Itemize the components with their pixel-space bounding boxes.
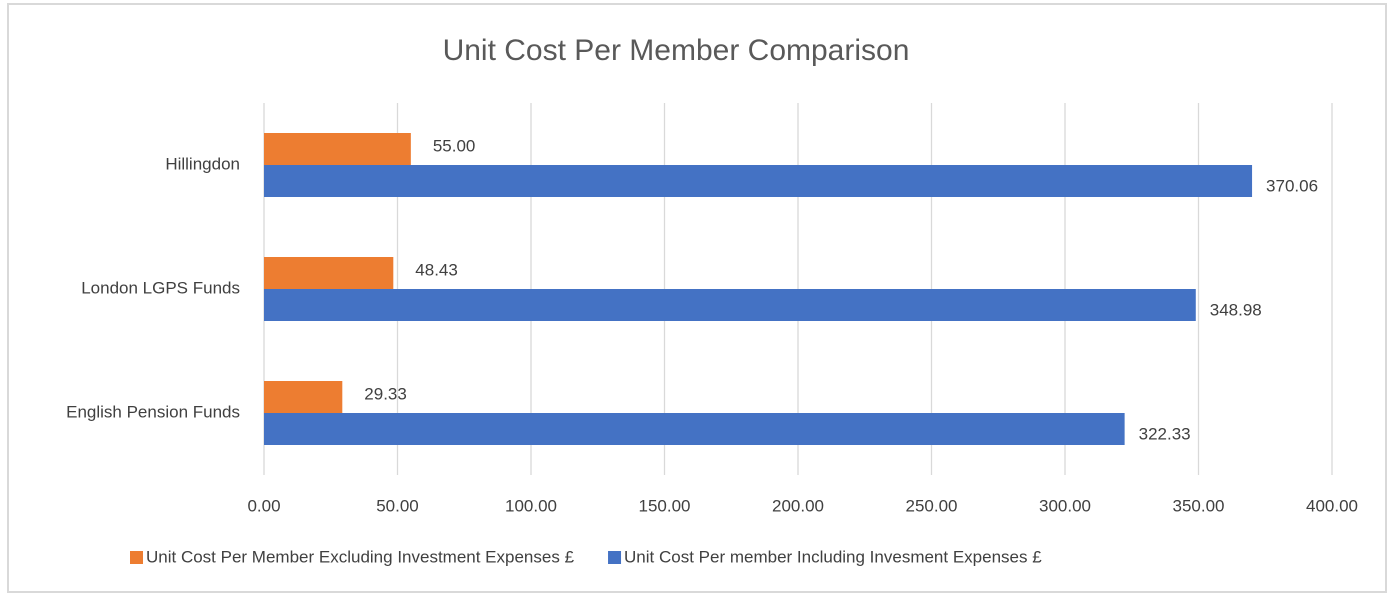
x-tick-label: 0.00 xyxy=(247,496,280,515)
bar xyxy=(264,289,1196,321)
y-tick-label: English Pension Funds xyxy=(66,402,240,421)
x-tick-label: 350.00 xyxy=(1173,496,1225,515)
data-label: 48.43 xyxy=(415,260,458,279)
data-label: 348.98 xyxy=(1210,300,1262,319)
data-label: 29.33 xyxy=(364,384,407,403)
bar xyxy=(264,165,1253,197)
x-tick-label: 200.00 xyxy=(772,496,824,515)
x-tick-label: 100.00 xyxy=(505,496,557,515)
legend-swatch xyxy=(130,551,143,564)
bar xyxy=(264,381,343,413)
x-tick-label: 250.00 xyxy=(906,496,958,515)
bar xyxy=(264,133,411,165)
chart-title: Unit Cost Per Member Comparison xyxy=(443,34,910,67)
legend-label: Unit Cost Per Member Excluding Investmen… xyxy=(146,547,575,566)
x-tick-label: 150.00 xyxy=(639,496,691,515)
x-tick-label: 400.00 xyxy=(1306,496,1358,515)
x-tick-label: 300.00 xyxy=(1039,496,1091,515)
bar xyxy=(264,257,394,289)
data-label: 55.00 xyxy=(433,136,476,155)
legend-label: Unit Cost Per member Including Invesment… xyxy=(624,547,1042,566)
data-label: 322.33 xyxy=(1139,424,1191,443)
x-tick-label: 50.00 xyxy=(376,496,419,515)
data-label: 370.06 xyxy=(1266,176,1318,195)
y-tick-label: London LGPS Funds xyxy=(81,278,240,297)
legend-swatch xyxy=(608,551,622,564)
y-tick-label: Hillingdon xyxy=(165,154,240,173)
bar xyxy=(264,413,1125,445)
